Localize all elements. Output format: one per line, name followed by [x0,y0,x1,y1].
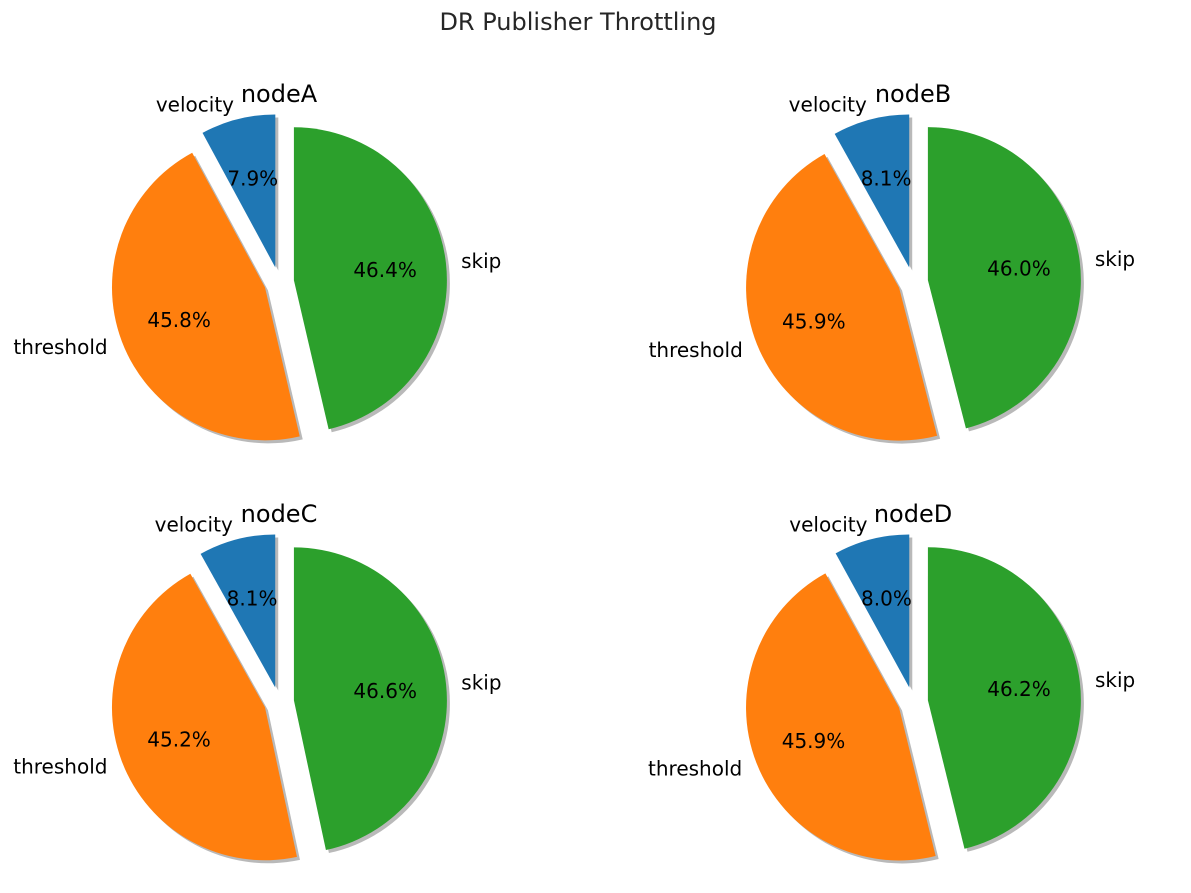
pie-wedge-nodeD-threshold [746,573,936,861]
slice-label-nodeA-skip: skip [461,249,501,273]
pct-label-nodeD-threshold: 45.9% [782,729,846,753]
pie-wedge-nodeC-skip [293,547,447,851]
pct-label-nodeA-threshold: 45.8% [147,308,211,332]
slice-label-nodeB-threshold: threshold [649,338,743,362]
pie-title-nodeA: nodeA [241,80,318,108]
slice-label-nodeC-skip: skip [461,671,501,695]
pie-nodeD: nodeD 8.0% velocity 45.9% threshold 46.2% ski… [648,500,1135,864]
pie-wedge-nodeA-skip [293,127,447,430]
slice-label-nodeC-threshold: threshold [13,755,107,779]
pie-wedge-nodeC-velocity [200,534,276,688]
pie-wedge-nodeC-threshold [111,573,297,861]
slice-label-nodeA-velocity: velocity [156,92,234,116]
pie-nodeB: nodeB 8.1% velocity 45.9% threshold 46.0% ski… [649,80,1135,444]
pie-wedge-nodeB-threshold [746,153,938,441]
pie-wedge-nodeB-velocity [834,114,910,268]
pct-label-nodeB-skip: 46.0% [987,257,1051,281]
pie-nodeC: nodeC 8.1% velocity 45.2% threshold 46.6% ski… [13,500,502,864]
slice-label-nodeA-threshold: threshold [13,335,107,359]
slice-label-nodeC-velocity: velocity [155,513,233,537]
slice-label-nodeB-velocity: velocity [789,93,867,117]
pie-wedge-nodeA-threshold [111,152,300,441]
pct-label-nodeB-velocity: 8.1% [861,167,912,191]
pct-label-nodeC-skip: 46.6% [353,679,417,703]
pie-wedge-nodeD-skip [927,547,1081,849]
pct-label-nodeA-skip: 46.4% [353,258,417,282]
pct-label-nodeD-skip: 46.2% [987,677,1051,701]
pct-label-nodeC-threshold: 45.2% [147,728,211,752]
pie-wedge-nodeA-velocity [202,114,276,268]
slice-label-nodeD-skip: skip [1095,668,1135,692]
slice-label-nodeB-skip: skip [1095,247,1135,271]
pie-title-nodeD: nodeD [874,500,952,528]
figure-title: DR Publisher Throttling [439,8,716,36]
pct-label-nodeD-velocity: 8.0% [861,587,912,611]
slice-label-nodeD-velocity: velocity [789,512,867,536]
pct-label-nodeA-velocity: 7.9% [227,166,278,190]
slice-label-nodeD-threshold: threshold [648,757,742,781]
pie-title-nodeB: nodeB [875,80,951,108]
pie-nodeA: nodeA 7.9% velocity 45.8% threshold 46.4% ski… [13,80,501,444]
pie-wedge-nodeB-skip [927,127,1081,429]
pct-label-nodeC-velocity: 8.1% [227,587,278,611]
pct-label-nodeB-threshold: 45.9% [782,310,846,334]
pie-wedge-nodeD-velocity [835,534,910,688]
pie-title-nodeC: nodeC [241,500,318,528]
